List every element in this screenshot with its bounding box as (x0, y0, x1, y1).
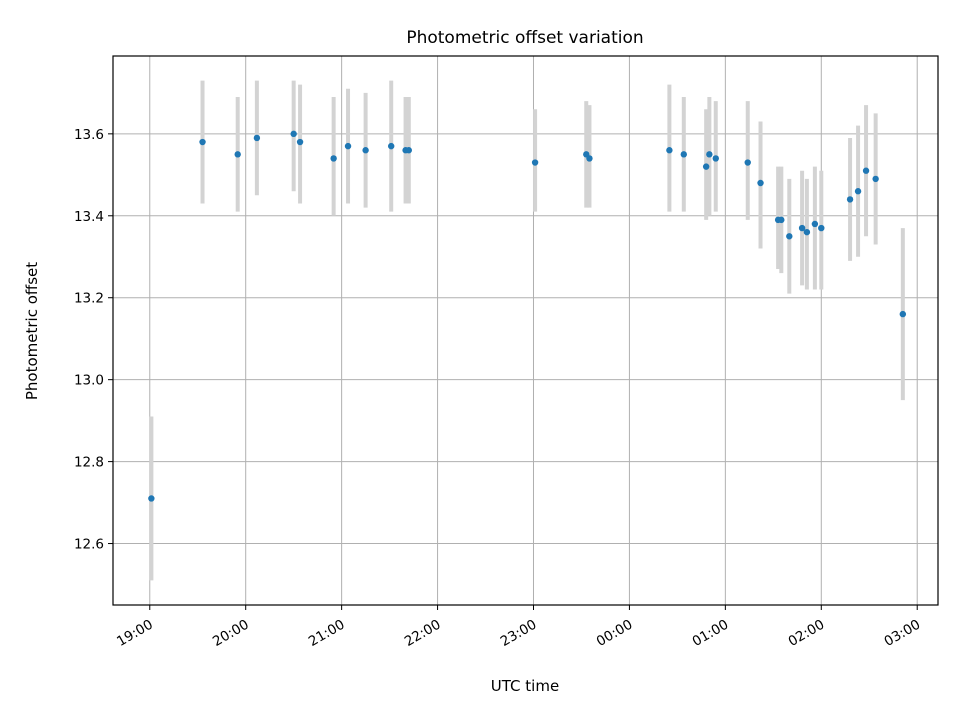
data-point (862, 167, 870, 174)
tick-layer: 19:00 20:00 21:00 22:00 23:00 00:00 01:00 02:00… (74, 127, 923, 650)
data-point (199, 138, 206, 146)
data-point (531, 159, 539, 166)
x-tick-label: 00:00 (594, 617, 636, 650)
x-tick-label: 20:00 (210, 617, 252, 650)
data-point (387, 142, 395, 150)
chart-title: Photometric offset variation (406, 28, 643, 48)
y-tick-label: 12.6 (74, 537, 104, 553)
data-point (586, 155, 593, 162)
y-tick-label: 13.2 (74, 291, 104, 307)
data-point (148, 495, 155, 502)
data-point (786, 233, 793, 240)
data-point (362, 147, 369, 154)
x-tick-label: 21:00 (306, 617, 348, 650)
data-point (899, 310, 907, 318)
data-point (803, 228, 811, 236)
data-point (702, 163, 710, 170)
x-tick-label: 19:00 (114, 617, 156, 650)
x-axis-label: UTC time (491, 677, 559, 695)
x-tick-label: 02:00 (786, 617, 828, 650)
errorbar-layer (149, 80, 905, 581)
y-tick-label: 13.0 (74, 373, 104, 389)
data-point (405, 147, 412, 154)
data-point (811, 220, 819, 228)
y-tick-label: 12.8 (74, 455, 104, 471)
x-tick-label: 23:00 (498, 617, 540, 650)
x-tick-label: 22:00 (402, 617, 444, 650)
y-axis-label: Photometric offset (23, 262, 41, 400)
data-point (253, 134, 261, 142)
data-point (706, 151, 713, 158)
y-tick-label: 13.6 (74, 127, 104, 143)
data-point (712, 155, 719, 162)
data-point (290, 130, 297, 138)
plot-area-frame (112, 55, 939, 606)
data-point (680, 151, 687, 158)
data-point (744, 159, 751, 166)
x-tick-label: 03:00 (882, 617, 924, 650)
y-tick-label: 13.4 (74, 209, 104, 225)
data-point (778, 216, 785, 224)
data-point (818, 224, 825, 232)
data-point (666, 147, 673, 154)
data-point (344, 142, 352, 150)
data-point (872, 175, 879, 183)
data-point (757, 179, 764, 187)
data-point (330, 155, 337, 162)
data-point (234, 151, 241, 158)
data-point (296, 138, 304, 146)
data-point (854, 188, 862, 195)
x-tick-label: 01:00 (690, 617, 732, 650)
data-point (846, 196, 854, 203)
point-layer (148, 130, 907, 502)
data-point (798, 224, 806, 232)
